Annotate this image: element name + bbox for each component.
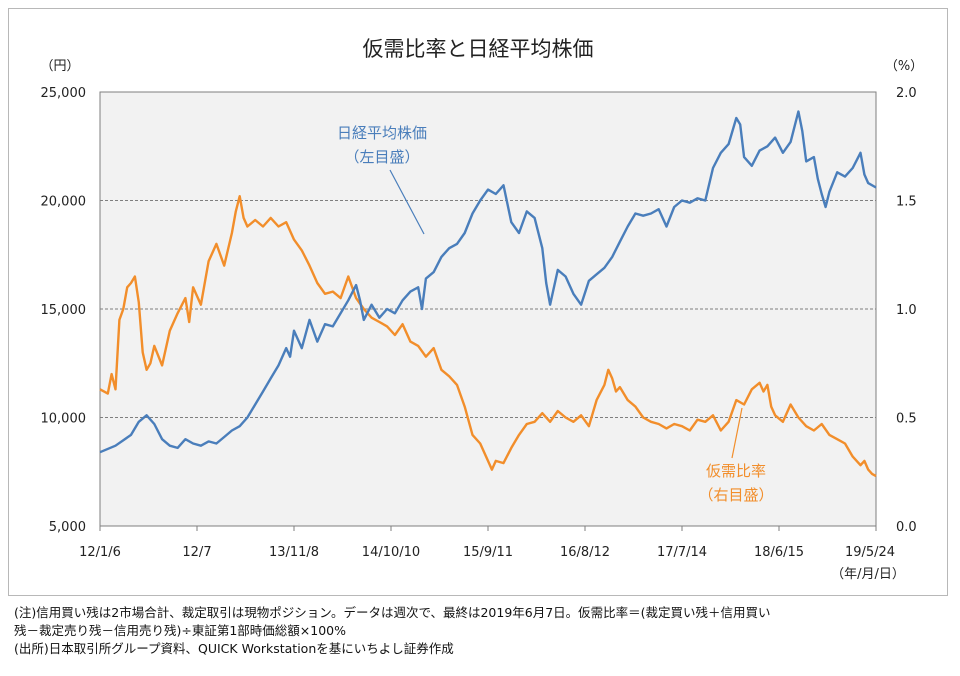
left-tick-label: 15,000: [41, 303, 87, 318]
series-label-margin-ratio: 仮需比率: [706, 462, 766, 480]
left-tick-label: 5,000: [49, 520, 86, 535]
x-axis: 12/1/6 12/7 13/11/8 14/10/10 15/9/11 16/8/12 1…: [79, 526, 895, 560]
series-pointer-nikkei: [389, 169, 425, 235]
series-line-margin-ratio: [99, 194, 877, 478]
left-tick-label: 10,000: [41, 412, 87, 427]
right-axis-unit: （%）: [885, 59, 923, 74]
right-tick-label: 1.0: [896, 303, 917, 318]
note-line-3: (出所)日本取引所グループ資料、QUICK Workstationを基にいちよし…: [14, 641, 454, 656]
left-tick-label: 20,000: [41, 195, 87, 210]
chart: 25,000 20,000 15,000 10,000 5,000 2.0 1.5 1.0 0…: [40, 37, 923, 582]
left-axis-unit: （円）: [40, 59, 79, 74]
right-axis: 2.0 1.5 1.0 0.5 0.0: [896, 86, 917, 535]
series-line-nikkei: [99, 110, 877, 454]
x-tick-label: 12/1/6: [79, 545, 121, 560]
x-tick-label: 12/7: [182, 545, 211, 560]
x-tick-label: 13/11/8: [269, 545, 319, 560]
series-label-margin-ratio-axis: （右目盛）: [698, 486, 773, 504]
right-tick-label: 1.5: [896, 195, 917, 210]
right-tick-label: 0.5: [896, 412, 917, 427]
left-axis: 25,000 20,000 15,000 10,000 5,000: [41, 86, 87, 535]
chart-title: 仮需比率と日経平均株価: [363, 37, 594, 61]
footnotes: (注)信用買い残は2市場合計、裁定取引は現物ポジション。データは週次で、最終は2…: [14, 604, 950, 658]
right-tick-label: 2.0: [896, 86, 917, 101]
x-tick-label: 14/10/10: [362, 545, 420, 560]
right-tick-label: 0.0: [896, 520, 917, 535]
x-tick-label: 17/7/14: [657, 545, 707, 560]
x-tick-label: 19/5/24: [845, 545, 895, 560]
left-tick-label: 25,000: [41, 86, 87, 101]
x-tick-label: 16/8/12: [560, 545, 610, 560]
x-tick-label: 18/6/15: [754, 545, 804, 560]
gridlines: [100, 200, 876, 418]
note-line-2: 残－裁定売り残－信用売り残)÷東証第1部時価総額×100%: [14, 623, 347, 638]
series-pointer-margin-ratio: [731, 407, 743, 459]
series-label-nikkei: 日経平均株価: [337, 124, 427, 142]
x-axis-unit: （年/月/日）: [831, 567, 905, 582]
series-label-nikkei-axis: （左目盛）: [344, 148, 419, 166]
x-tick-label: 15/9/11: [463, 545, 513, 560]
note-line-1: (注)信用買い残は2市場合計、裁定取引は現物ポジション。データは週次で、最終は2…: [14, 605, 771, 620]
